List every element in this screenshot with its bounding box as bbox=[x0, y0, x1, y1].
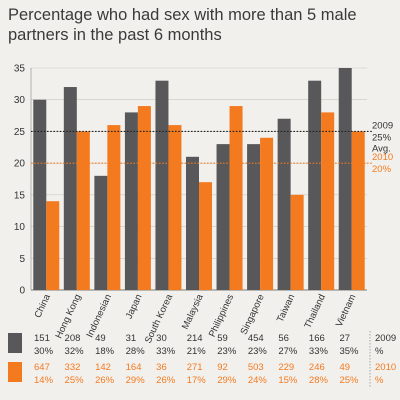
bar-2009 bbox=[247, 144, 261, 290]
table-count: 59 bbox=[217, 333, 228, 344]
y-tick-label: 35 bbox=[14, 64, 26, 75]
table-percent: 25% bbox=[339, 375, 359, 386]
bar-2009 bbox=[94, 175, 108, 290]
bar-2010 bbox=[229, 106, 243, 290]
table-percent: 29% bbox=[217, 375, 237, 386]
table-percent: 33% bbox=[309, 346, 329, 357]
category-label: Taiwan bbox=[275, 293, 297, 324]
bar-2010 bbox=[46, 201, 60, 290]
y-tick-label: 20 bbox=[14, 159, 26, 170]
data-table: 151 30% 208 32% 49 18% 31 28% 30 33% 214 21% 59 23% 45… bbox=[8, 331, 396, 388]
table-percent: 23% bbox=[217, 346, 237, 357]
avg-year-label: 2010 bbox=[372, 152, 393, 163]
bar-2009 bbox=[33, 99, 47, 290]
bar-2009 bbox=[308, 80, 322, 290]
table-percent: 26% bbox=[156, 375, 176, 386]
table-row-year: 2010 bbox=[375, 362, 396, 373]
table-row-unit: % bbox=[375, 346, 384, 357]
category-label: Philippines bbox=[207, 292, 236, 339]
table-percent: 17% bbox=[187, 375, 207, 386]
table-count: 503 bbox=[248, 362, 264, 373]
table-count: 151 bbox=[34, 333, 50, 344]
bar-2010 bbox=[199, 182, 212, 290]
avg-pct-label: 20% bbox=[372, 164, 392, 175]
table-count: 229 bbox=[278, 362, 294, 373]
avg-pct-label: 25% bbox=[372, 132, 392, 143]
table-count: 166 bbox=[309, 333, 325, 344]
table-percent: 14% bbox=[34, 375, 54, 386]
bar-2009 bbox=[216, 144, 230, 290]
bar-2010 bbox=[107, 125, 121, 290]
bar-2010 bbox=[321, 112, 335, 291]
table-percent: 27% bbox=[278, 346, 298, 357]
table-percent: 30% bbox=[34, 346, 54, 357]
y-tick-label: 15 bbox=[14, 190, 26, 201]
bar-2009 bbox=[124, 112, 138, 291]
table-percent: 24% bbox=[248, 375, 268, 386]
bar-2010 bbox=[168, 125, 182, 290]
category-label: Japan bbox=[124, 293, 145, 321]
table-count: 49 bbox=[339, 362, 350, 373]
table-count: 271 bbox=[187, 362, 203, 373]
y-tick-label: 30 bbox=[14, 95, 26, 106]
table-percent: 35% bbox=[339, 346, 359, 357]
chart-title: Percentage who had sex with more than 5 … bbox=[8, 6, 357, 44]
legend-swatch-2010 bbox=[8, 362, 22, 382]
table-percent: 15% bbox=[278, 375, 298, 386]
table-count: 31 bbox=[126, 333, 137, 344]
table-percent: 29% bbox=[126, 375, 146, 386]
table-count: 332 bbox=[65, 362, 81, 373]
y-tick-label: 25 bbox=[14, 127, 26, 138]
bar-2010 bbox=[290, 194, 304, 290]
bar-2009 bbox=[186, 156, 199, 290]
table-percent: 26% bbox=[95, 375, 115, 386]
table-count: 56 bbox=[278, 333, 289, 344]
bar-2009 bbox=[338, 68, 352, 290]
avg-year-label: 2009 bbox=[372, 120, 393, 131]
table-count: 246 bbox=[309, 362, 325, 373]
avg-label: Avg. bbox=[372, 143, 391, 154]
y-tick-label: 10 bbox=[14, 222, 26, 233]
table-percent: 33% bbox=[156, 346, 176, 357]
bar-2009 bbox=[155, 80, 169, 290]
bar-2010 bbox=[76, 131, 90, 290]
table-count: 30 bbox=[156, 333, 167, 344]
bar-2009 bbox=[277, 118, 291, 290]
bar-2009 bbox=[63, 87, 77, 291]
table-row-unit: % bbox=[375, 375, 384, 386]
table-count: 647 bbox=[34, 362, 50, 373]
table-count: 92 bbox=[217, 362, 228, 373]
table-percent: 28% bbox=[126, 346, 146, 357]
category-label: Singapore bbox=[239, 293, 267, 337]
category-label: China bbox=[33, 292, 54, 320]
category-label: Vietnam bbox=[334, 293, 359, 329]
bars bbox=[33, 68, 365, 291]
category-label: Thailand bbox=[303, 293, 328, 331]
table-percent: 25% bbox=[65, 375, 85, 386]
table-count: 49 bbox=[95, 333, 106, 344]
legend-swatch-2009 bbox=[8, 333, 22, 353]
table-percent: 23% bbox=[248, 346, 268, 357]
bar-2010 bbox=[137, 106, 151, 290]
table-count: 27 bbox=[339, 333, 350, 344]
table-count: 454 bbox=[248, 333, 264, 344]
table-count: 142 bbox=[95, 362, 111, 373]
category-label: Malaysia bbox=[180, 292, 206, 331]
table-count: 164 bbox=[126, 362, 142, 373]
table-percent: 28% bbox=[309, 375, 329, 386]
table-count: 214 bbox=[187, 333, 203, 344]
table-percent: 21% bbox=[187, 346, 207, 357]
table-count: 208 bbox=[65, 333, 81, 344]
bar-2010 bbox=[260, 137, 274, 290]
table-percent: 32% bbox=[65, 346, 85, 357]
bar-2010 bbox=[351, 131, 365, 290]
table-count: 36 bbox=[156, 362, 167, 373]
table-row-year: 2009 bbox=[375, 333, 396, 344]
table-percent: 18% bbox=[95, 346, 115, 357]
y-tick-label: 5 bbox=[19, 254, 25, 265]
y-tick-label: 0 bbox=[19, 286, 25, 297]
